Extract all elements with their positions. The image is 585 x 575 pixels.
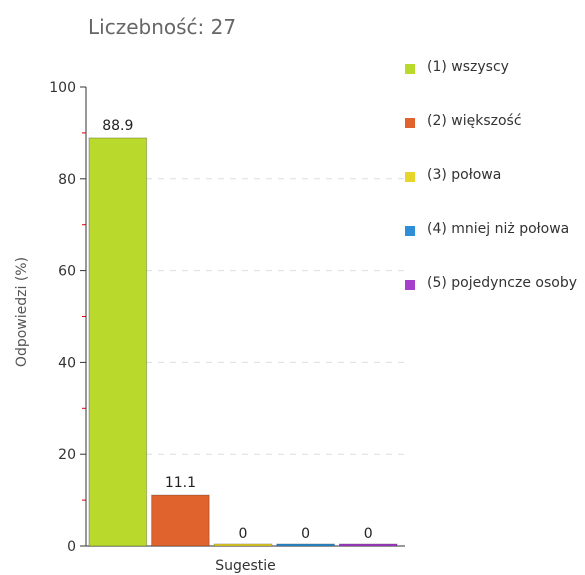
chart-title: Liczebność: 27 xyxy=(88,15,236,39)
x-tick-label: Sugestie xyxy=(215,558,276,574)
y-tick-label: 20 xyxy=(58,447,76,463)
legend-item: (3) połowa xyxy=(403,168,583,222)
legend-swatch xyxy=(405,118,415,128)
value-label: 11.1 xyxy=(165,475,196,491)
bar xyxy=(151,494,210,547)
legend: (1) wszyscy (2) większość (3) połowa (4) mn… xyxy=(403,60,583,330)
legend-swatch xyxy=(405,226,415,236)
y-tick-label: 60 xyxy=(58,264,76,280)
y-tick-label: 40 xyxy=(58,355,76,371)
bar xyxy=(276,543,335,547)
y-tick-label: 80 xyxy=(58,172,76,188)
legend-label: (2) większość xyxy=(427,113,522,129)
bar xyxy=(88,137,148,547)
value-label: 0 xyxy=(364,526,373,542)
bar xyxy=(213,543,273,547)
legend-label: (3) połowa xyxy=(427,167,502,183)
legend-swatch xyxy=(405,280,415,290)
legend-item: (2) większość xyxy=(403,114,583,168)
legend-item: (4) mniej niż połowa xyxy=(403,222,583,276)
y-tick-label: 100 xyxy=(49,80,76,96)
y-axis-label: Odpowiedzi (%) xyxy=(14,257,30,367)
value-label: 0 xyxy=(239,526,248,542)
legend-label: (5) pojedyncze osoby xyxy=(427,275,577,291)
y-tick-label: 0 xyxy=(67,539,76,555)
bar xyxy=(338,543,398,547)
legend-item: (5) pojedyncze osoby xyxy=(403,276,583,330)
value-label: 0 xyxy=(301,526,310,542)
value-label: 88.9 xyxy=(102,118,133,134)
legend-item: (1) wszyscy xyxy=(403,60,583,114)
legend-swatch xyxy=(405,64,415,74)
legend-label: (4) mniej niż połowa xyxy=(427,221,570,237)
legend-swatch xyxy=(405,172,415,182)
legend-label: (1) wszyscy xyxy=(427,59,509,75)
